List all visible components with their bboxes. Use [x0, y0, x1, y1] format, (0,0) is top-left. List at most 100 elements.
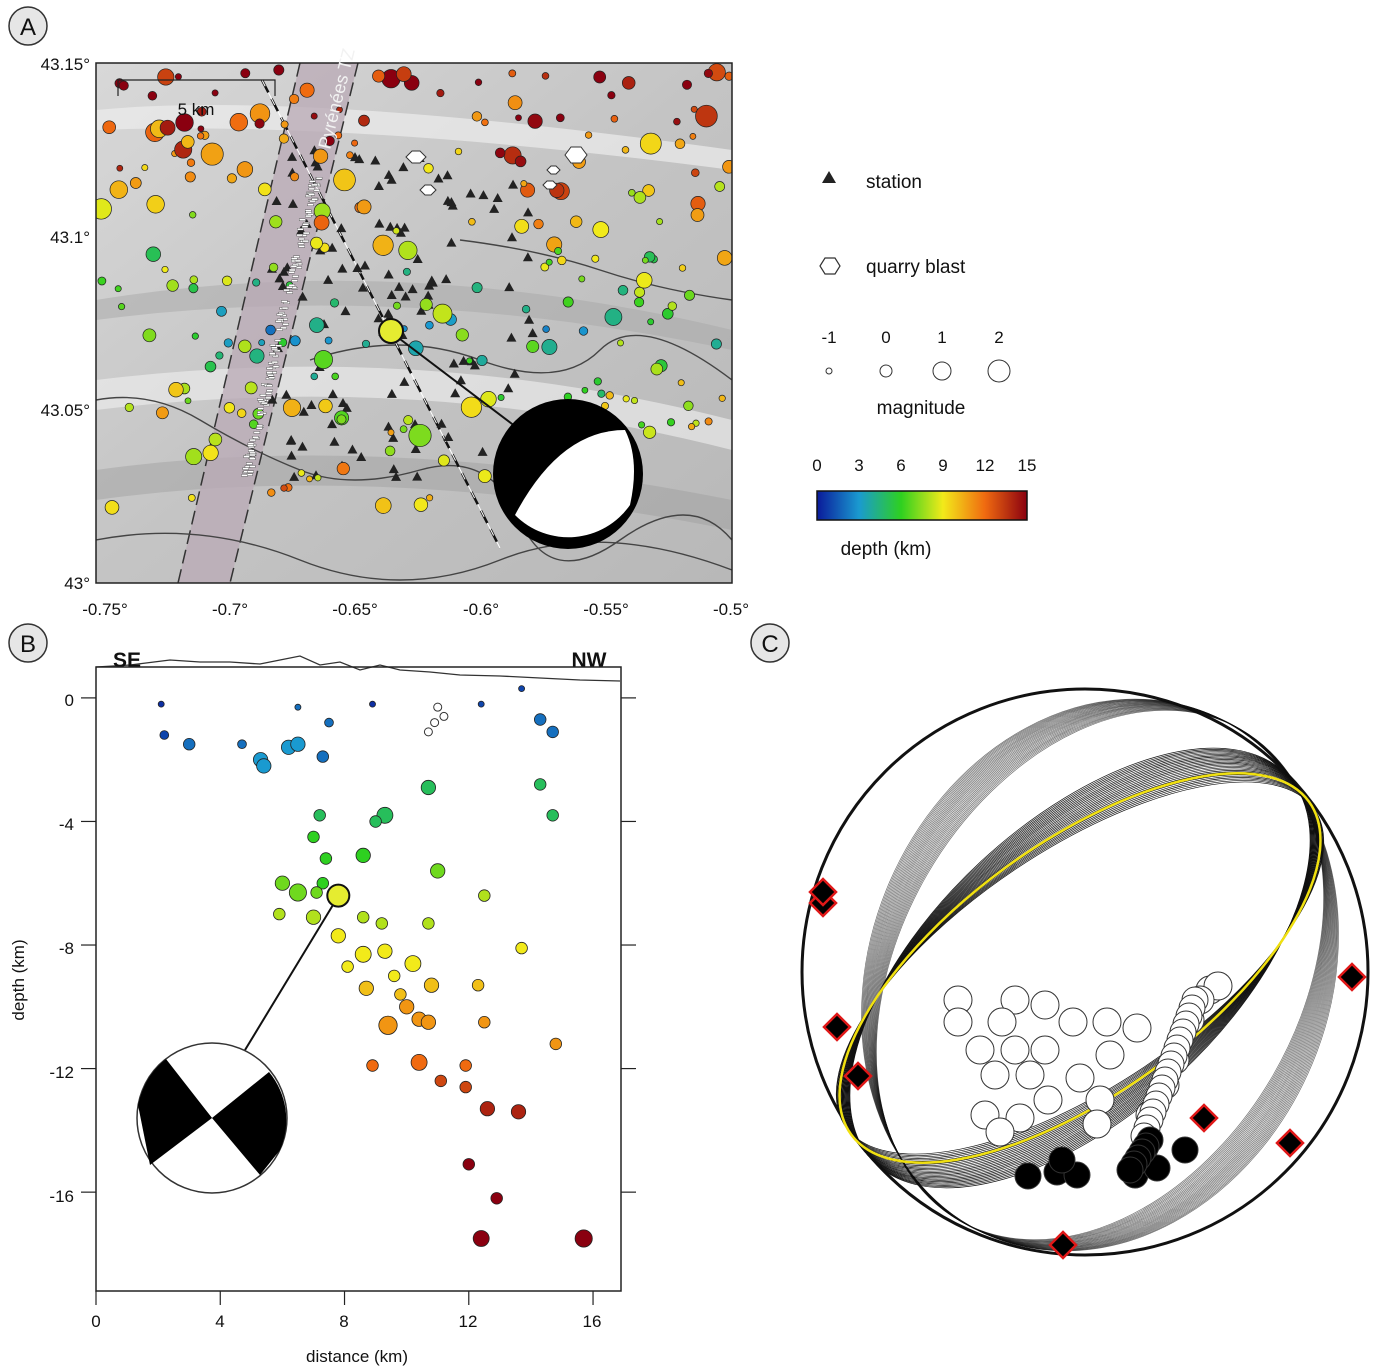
fault-zone-event: [271, 360, 279, 364]
station-triangle: [286, 450, 297, 460]
mainshock-marker: [378, 318, 404, 344]
map-event: [289, 93, 300, 105]
fault-zone-event: [252, 436, 259, 439]
fault-zone-event: [265, 392, 273, 395]
map-event: [280, 120, 289, 129]
map-event: [196, 132, 205, 140]
fault-zone-event: [249, 453, 256, 457]
map-event: [297, 469, 306, 477]
map-event: [591, 254, 600, 263]
fault-zone-event: [247, 442, 255, 445]
section-event: [404, 955, 422, 972]
station-diamond: [1189, 1103, 1219, 1133]
map-event: [593, 377, 602, 386]
station-triangle: [287, 198, 298, 208]
section-event: [310, 886, 323, 899]
section-event: [462, 1158, 476, 1171]
station-triangle: [337, 397, 348, 407]
station-triangle: [323, 274, 334, 284]
map-event: [221, 275, 233, 286]
map-event: [200, 142, 224, 166]
map-event: [215, 351, 224, 360]
map-event: [607, 91, 616, 100]
map-event: [124, 402, 134, 412]
section-event: [546, 725, 559, 739]
station-triangle: [504, 282, 515, 292]
map-event: [617, 339, 624, 347]
legend-station: station: [866, 172, 922, 193]
station-triangle: [447, 200, 458, 210]
fault-zone-event: [257, 407, 264, 410]
lon-tick: -0.5°: [713, 600, 749, 619]
station-triangle: [455, 375, 466, 385]
map-event: [223, 338, 233, 348]
map-event: [324, 336, 333, 345]
section-y-tick-labels: 0 -4 -8 -12 -16: [49, 691, 74, 1206]
station-triangle: [267, 394, 278, 404]
section-event: [490, 1192, 503, 1205]
station-triangle: [433, 173, 444, 183]
section-event: [399, 999, 415, 1015]
map-event: [258, 339, 266, 347]
station-triangle: [310, 157, 321, 167]
section-event: [518, 685, 525, 692]
map-event: [557, 255, 567, 266]
fault-zone-event: [275, 344, 282, 347]
map-event: [189, 275, 199, 284]
station-triangle: [354, 154, 365, 164]
section-event: [478, 1016, 491, 1029]
section-quarry-event: [439, 711, 449, 721]
map-event: [667, 301, 677, 311]
station-triangle: [352, 262, 363, 272]
map-event: [398, 240, 418, 260]
section-event: [375, 917, 389, 930]
section-event: [307, 830, 320, 844]
dilatation-circle: [1095, 1040, 1125, 1070]
fault-zone-event: [282, 323, 289, 326]
fault-zone-event: [301, 225, 309, 228]
map-event: [358, 114, 370, 127]
station-triangle: [527, 328, 538, 338]
map-event: [520, 180, 528, 188]
map-event: [666, 418, 676, 427]
map-event: [306, 475, 313, 483]
station-triangle: [489, 203, 500, 213]
depth-tick: 15: [1018, 456, 1037, 475]
map-event: [454, 147, 463, 156]
station-triangle: [281, 389, 292, 399]
station-triangle: [523, 207, 534, 217]
section-event: [420, 779, 436, 796]
station-triangle: [400, 291, 411, 301]
map-event: [248, 419, 259, 430]
map-event: [109, 180, 128, 199]
section-event: [358, 980, 374, 996]
map-event: [684, 289, 695, 301]
section-event: [316, 750, 330, 763]
fault-zone-event: [248, 465, 256, 468]
fault-zone-event: [288, 271, 295, 274]
map-event: [273, 64, 285, 76]
map-event: [704, 417, 713, 426]
map-event: [545, 258, 553, 266]
station-triangle: [465, 188, 476, 198]
lat-tick: 43°: [64, 574, 90, 593]
dilatation-circle: [1082, 1109, 1112, 1139]
map-event: [265, 324, 276, 336]
station-diamond: [1337, 962, 1367, 992]
y-tick-label: -16: [49, 1187, 74, 1206]
station-triangle: [357, 282, 368, 292]
station-triangle: [340, 306, 351, 316]
station-triangle: [391, 471, 402, 481]
map-event: [695, 104, 718, 128]
dilatation-circle: [943, 1007, 973, 1037]
station-triangle: [506, 332, 517, 342]
map-event: [542, 325, 550, 333]
section-event: [182, 738, 196, 751]
station-triangle: [412, 471, 423, 481]
compression-circle: [1116, 1156, 1144, 1184]
map-event: [333, 168, 356, 192]
map-event: [229, 113, 248, 132]
section-event: [366, 1059, 379, 1072]
polarity-circles: [943, 971, 1233, 1190]
section-event: [341, 960, 354, 973]
